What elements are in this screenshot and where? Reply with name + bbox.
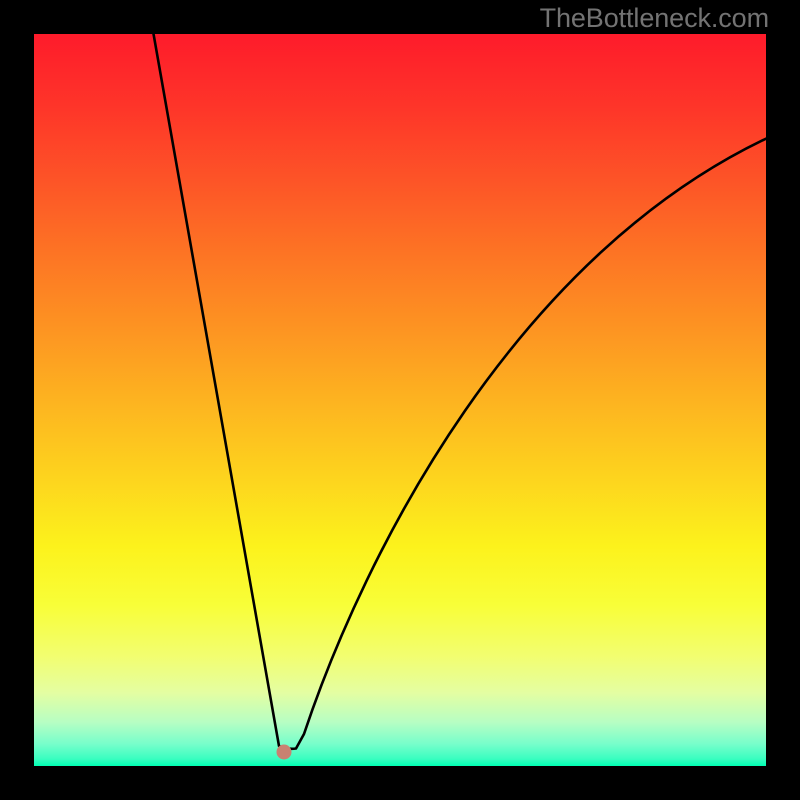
chart-frame — [0, 0, 800, 800]
watermark-label: TheBottleneck.com — [540, 3, 769, 34]
plot-area — [34, 34, 766, 766]
optimal-point-marker — [277, 745, 292, 760]
bottleneck-curve — [34, 34, 766, 766]
bottleneck-path — [150, 34, 766, 749]
